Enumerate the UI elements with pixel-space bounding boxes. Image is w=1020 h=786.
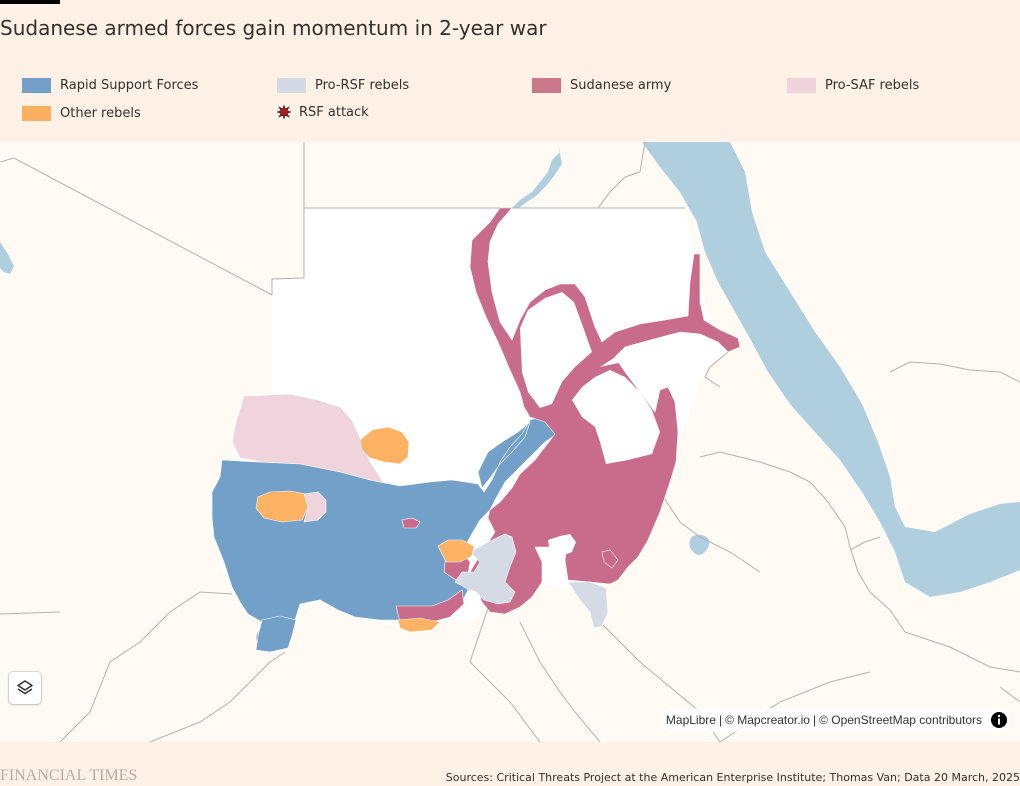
info-icon[interactable] xyxy=(990,711,1008,729)
ft-top-rule xyxy=(0,0,60,4)
osm-link[interactable]: © OpenStreetMap contributors xyxy=(819,713,982,727)
saf-zone-sinja xyxy=(601,549,619,569)
legend: Rapid Support Forces Pro-RSF rebels Suda… xyxy=(0,72,1020,132)
legend-item-pro-saf: Pro-SAF rebels xyxy=(787,74,919,96)
pro-rsf-zone-blue-nile xyxy=(567,581,609,629)
ft-logo: FINANCIAL TIMES xyxy=(0,767,138,784)
rsf-attack-icon xyxy=(277,105,291,119)
red-sea xyxy=(642,142,1020,597)
legend-item-rsf-attack: RSF attack xyxy=(277,101,369,123)
legend-item-other-rebels: Other rebels xyxy=(22,102,141,124)
mapcreator-link[interactable]: © Mapcreator.io xyxy=(725,713,810,727)
maplibre-link[interactable]: MapLibre xyxy=(665,713,716,727)
nile-gap-atbara xyxy=(600,337,716,404)
attribution-separator: | xyxy=(718,713,723,727)
lake-nasser xyxy=(512,144,562,212)
other-rebels-zone-jebel-marra xyxy=(255,490,309,523)
legend-swatch-pro-saf xyxy=(787,77,816,93)
saf-zone-el-fasher xyxy=(401,517,421,529)
legend-swatch-saf xyxy=(532,77,561,93)
other-rebels-zone-abyei xyxy=(397,617,441,633)
legend-label: Rapid Support Forces xyxy=(60,77,199,93)
map-svg[interactable] xyxy=(0,142,1020,742)
legend-label: RSF attack xyxy=(299,104,369,120)
legend-item-pro-rsf: Pro-RSF rebels xyxy=(277,74,409,96)
lake-tana xyxy=(689,534,710,555)
attribution-separator: | xyxy=(812,713,817,727)
map-attribution: MapLibre | © Mapcreator.io | © OpenStree… xyxy=(659,708,1010,732)
legend-swatch-pro-rsf xyxy=(277,77,306,93)
rsf-zone-south-darfur xyxy=(255,615,297,653)
nile-gap-gezira xyxy=(548,534,576,556)
layers-icon xyxy=(17,680,33,695)
small-lake xyxy=(0,242,14,274)
legend-item-saf: Sudanese army xyxy=(532,74,671,96)
legend-item-rsf: Rapid Support Forces xyxy=(22,74,198,96)
legend-swatch-other-rebels xyxy=(22,105,51,121)
nile-gap-butana xyxy=(572,370,660,464)
nile-gap-northern xyxy=(520,292,592,408)
layers-button[interactable] xyxy=(9,672,41,704)
legend-label: Pro-RSF rebels xyxy=(315,77,410,93)
country-borders xyxy=(0,142,1020,742)
legend-label: Pro-SAF rebels xyxy=(825,77,920,93)
pro-rsf-zone-kordofan xyxy=(454,533,517,605)
legend-label: Sudanese army xyxy=(570,77,672,93)
map-canvas[interactable]: MapLibre | © Mapcreator.io | © OpenStree… xyxy=(0,142,1020,742)
legend-swatch-rsf xyxy=(22,77,51,93)
other-rebels-zone-north xyxy=(359,426,410,465)
page-title: Sudanese armed forces gain momentum in 2… xyxy=(0,16,547,40)
legend-label: Other rebels xyxy=(60,105,141,121)
other-rebels-zone-south xyxy=(437,539,475,563)
pro-saf-zone-tawila xyxy=(303,491,327,523)
sources-note: Sources: Critical Threats Project at the… xyxy=(445,771,1020,784)
